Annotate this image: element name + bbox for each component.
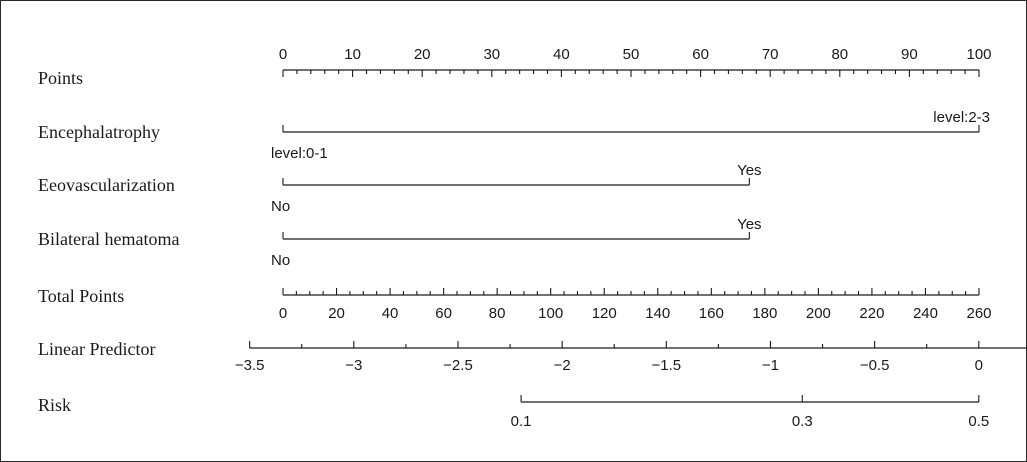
total-points-tick-label: 220 bbox=[859, 305, 884, 322]
linear-predictor-tick-label: −1.5 bbox=[651, 357, 681, 374]
points-tick-label: 0 bbox=[279, 46, 287, 63]
row-label-bilateral-hematoma: Bilateral hematoma bbox=[38, 229, 179, 249]
row-label-encephalatrophy: Encephalatrophy bbox=[38, 122, 160, 142]
risk-tick-label: 0.1 bbox=[511, 413, 532, 430]
total-points-tick-label: 260 bbox=[966, 305, 991, 322]
total-points-tick-label: 60 bbox=[435, 305, 452, 322]
eeovascularization-level-label: No bbox=[271, 198, 290, 215]
total-points-tick-label: 200 bbox=[806, 305, 831, 322]
chart-marks: 0 10 20 30 40 50 60 70 80 90 100 level:0-1 level:2-3… bbox=[235, 46, 1027, 430]
eeovascularization-level-label: Yes bbox=[737, 162, 761, 179]
points-tick-label: 10 bbox=[344, 46, 361, 63]
total-points-tick-label: 0 bbox=[279, 305, 287, 322]
total-points-tick-label: 140 bbox=[645, 305, 670, 322]
total-points-tick-label: 180 bbox=[752, 305, 777, 322]
linear-predictor-tick-label: −3 bbox=[345, 357, 362, 374]
linear-predictor-tick-label: −3.5 bbox=[235, 357, 265, 374]
linear-predictor-tick-label: −0.5 bbox=[860, 357, 890, 374]
points-tick-label: 80 bbox=[831, 46, 848, 63]
bilateral-hematoma-level-label: Yes bbox=[737, 216, 761, 233]
row-label-points: Points bbox=[38, 68, 83, 88]
total-points-tick-label: 20 bbox=[328, 305, 345, 322]
points-tick-label: 50 bbox=[623, 46, 640, 63]
points-tick-label: 90 bbox=[901, 46, 918, 63]
points-tick-label: 70 bbox=[762, 46, 779, 63]
row-label-total-points: Total Points bbox=[38, 286, 124, 306]
bilateral-hematoma-level-label: No bbox=[271, 252, 290, 269]
row-label-eeovascularization: Eeovascularization bbox=[38, 175, 175, 195]
points-tick-label: 20 bbox=[414, 46, 431, 63]
risk-tick-label: 0.3 bbox=[792, 413, 813, 430]
points-tick-label: 30 bbox=[483, 46, 500, 63]
linear-predictor-tick-label: −2 bbox=[554, 357, 571, 374]
linear-predictor-tick-label: 0 bbox=[975, 357, 983, 374]
total-points-tick-label: 100 bbox=[538, 305, 563, 322]
total-points-tick-label: 80 bbox=[489, 305, 506, 322]
row-label-risk: Risk bbox=[38, 395, 71, 415]
linear-predictor-tick-label: −2.5 bbox=[443, 357, 473, 374]
points-tick-label: 40 bbox=[553, 46, 570, 63]
row-label-linear-predictor: Linear Predictor bbox=[38, 339, 155, 359]
total-points-tick-label: 160 bbox=[699, 305, 724, 322]
risk-tick-label: 0.5 bbox=[968, 413, 989, 430]
points-tick-label: 60 bbox=[692, 46, 709, 63]
points-tick-label: 100 bbox=[966, 46, 991, 63]
linear-predictor-tick-label: −1 bbox=[762, 357, 779, 374]
total-points-tick-label: 40 bbox=[382, 305, 399, 322]
total-points-tick-label: 120 bbox=[592, 305, 617, 322]
encephalatrophy-level-label: level:2-3 bbox=[933, 109, 990, 126]
encephalatrophy-level-label: level:0-1 bbox=[271, 145, 328, 162]
total-points-tick-label: 240 bbox=[913, 305, 938, 322]
